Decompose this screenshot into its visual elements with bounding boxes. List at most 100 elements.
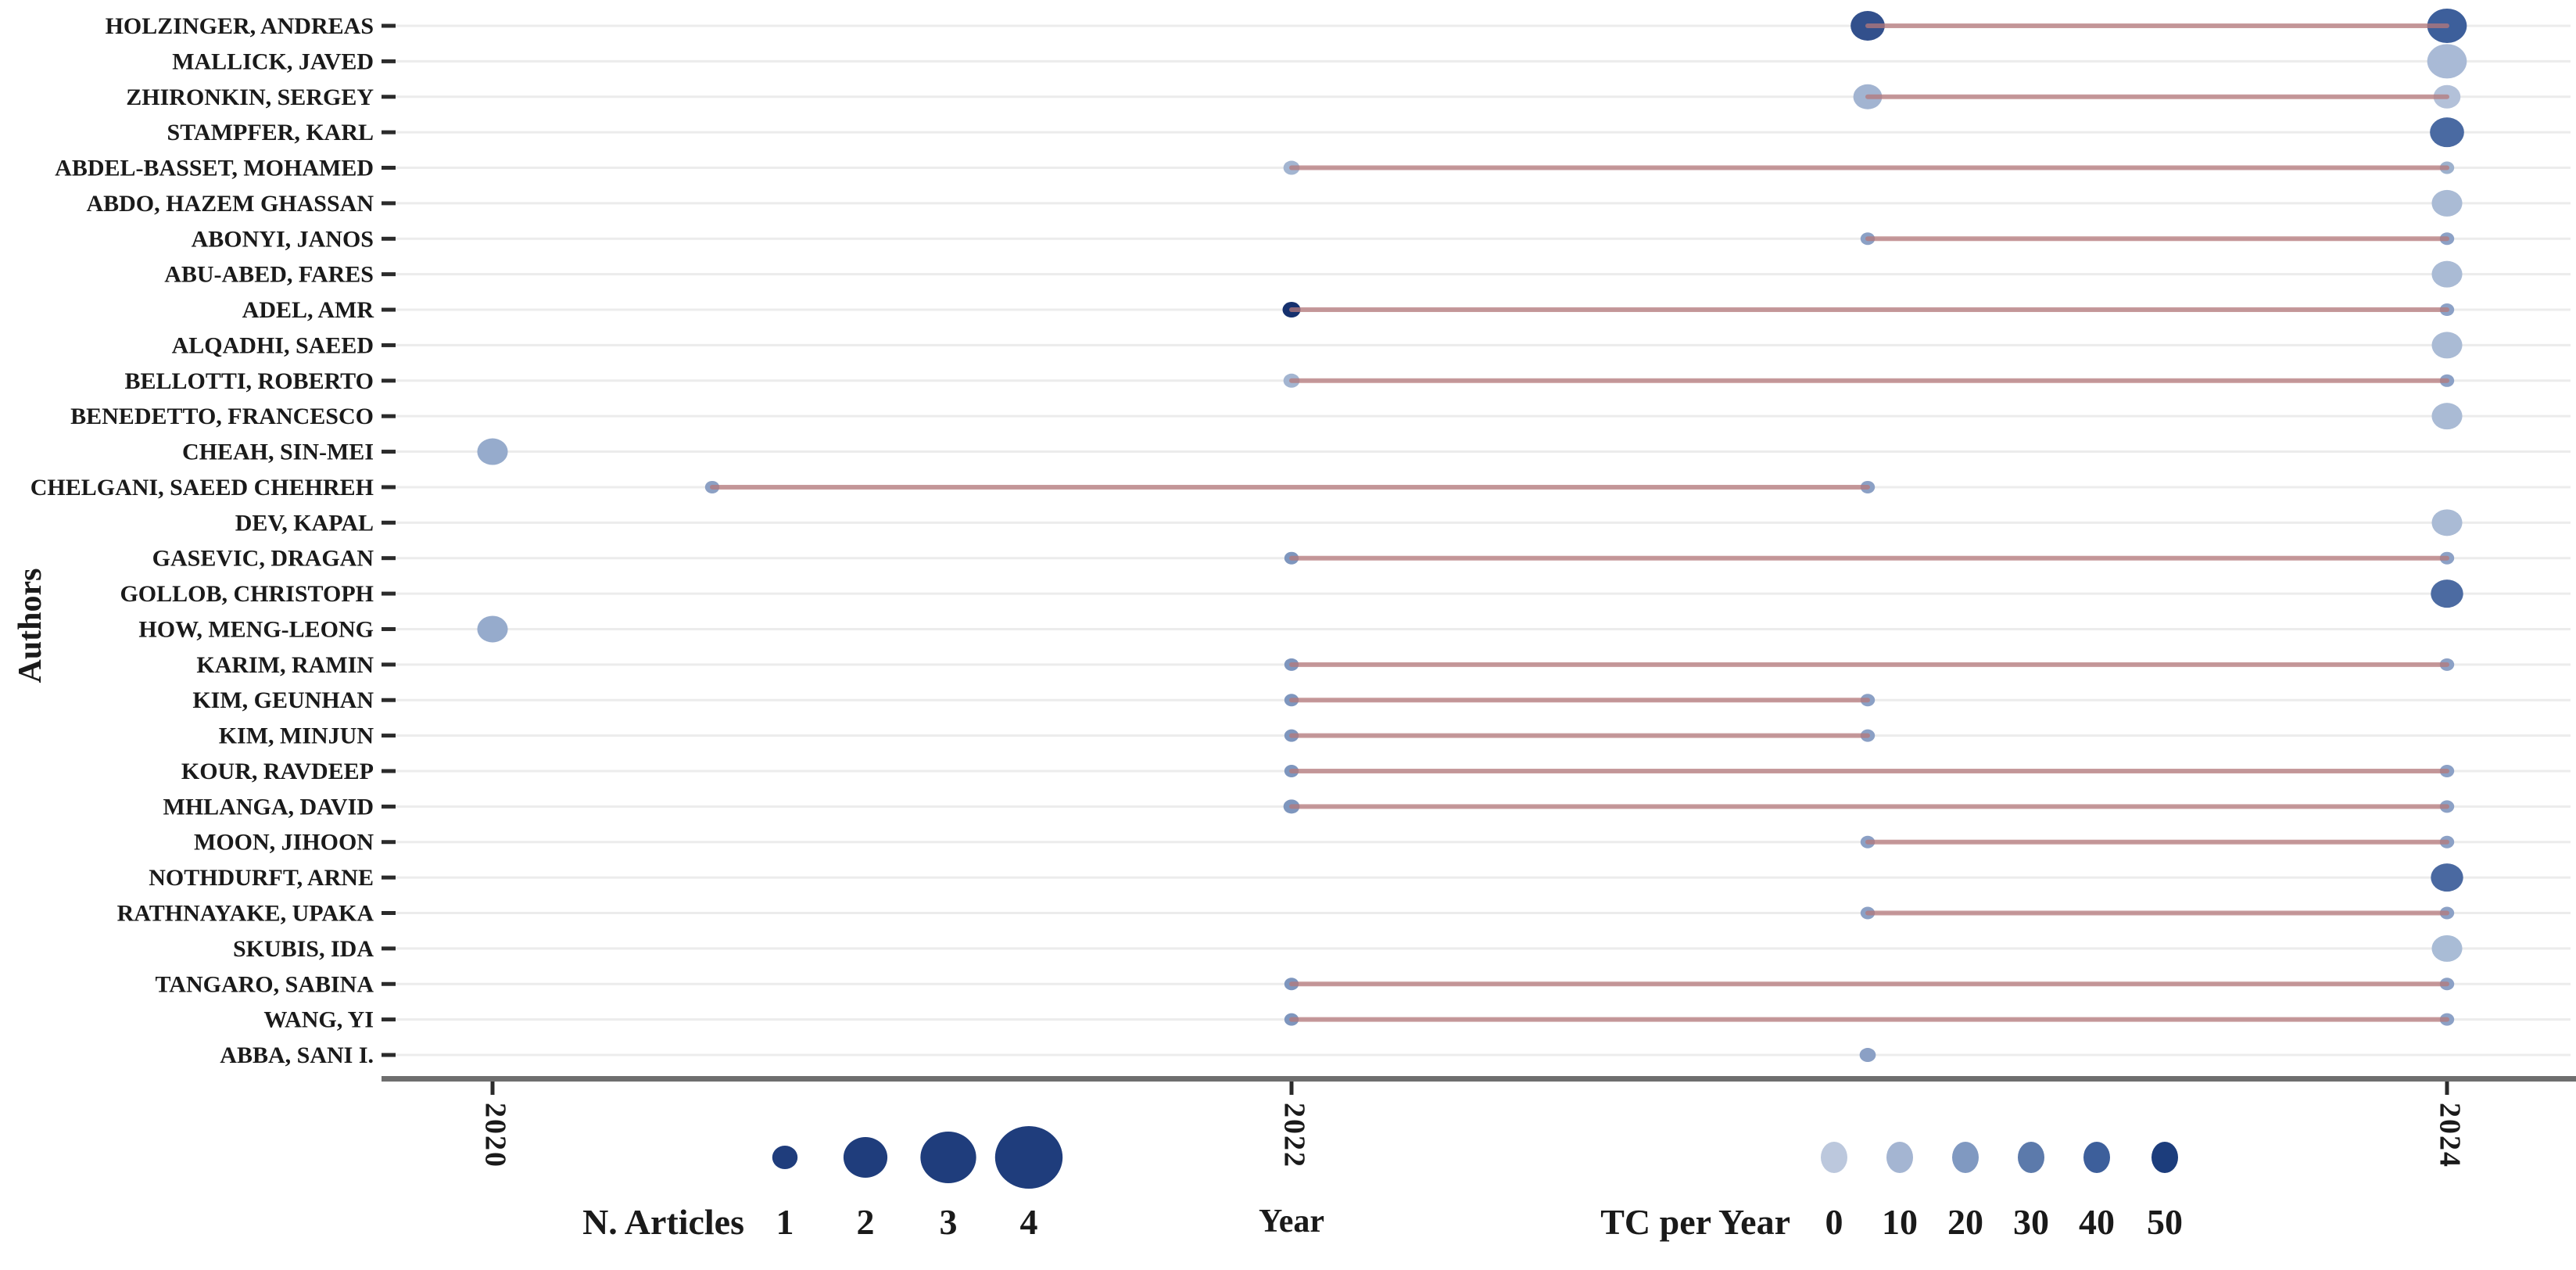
author-label: GOLLOB, CHRISTOPH	[120, 581, 374, 607]
author-label: ADEL, AMR	[242, 297, 374, 323]
y-axis-tick	[382, 591, 396, 596]
y-axis-tick	[382, 95, 396, 99]
color-legend-dot	[2083, 1142, 2110, 1173]
y-axis-tick	[382, 734, 396, 738]
y-axis-tick	[382, 201, 396, 206]
color-legend-value: 10	[1882, 1202, 1918, 1242]
x-tick-label: 2024	[2433, 1103, 2466, 1168]
data-point	[2431, 189, 2463, 217]
size-legend-dot	[772, 1146, 798, 1169]
size-legend-value: 2	[857, 1202, 875, 1242]
y-axis-tick	[382, 981, 396, 986]
color-legend-dot	[1821, 1142, 1847, 1173]
data-point	[2431, 403, 2463, 430]
size-legend-title: N. Articles	[582, 1202, 744, 1242]
author-label: MALLICK, JAVED	[172, 48, 374, 74]
y-axis-tick	[382, 1017, 396, 1022]
x-tick-label: 2020	[478, 1103, 511, 1168]
data-point	[2431, 260, 2463, 288]
y-axis-tick	[382, 804, 396, 809]
author-label: KIM, GEUNHAN	[192, 687, 374, 713]
author-label: BENEDETTO, FRANCESCO	[70, 404, 374, 429]
author-label: ALQADHI, SAEED	[172, 332, 374, 358]
y-axis-tick	[382, 556, 396, 561]
y-axis-tick	[382, 272, 396, 277]
author-label: SKUBIS, IDA	[233, 936, 374, 962]
author-label: BELLOTTI, ROBERTO	[124, 368, 374, 394]
author-label: DEV, KAPAL	[235, 510, 374, 536]
data-point	[477, 438, 508, 465]
author-label: ABDEL-BASSET, MOHAMED	[55, 156, 374, 181]
data-point	[2431, 863, 2463, 892]
author-label: CHEAH, SIN-MEI	[182, 439, 374, 465]
y-axis-tick	[382, 662, 396, 667]
size-legend-dot	[843, 1137, 888, 1178]
y-axis-tick	[382, 840, 396, 845]
x-tick-label: 2022	[1277, 1103, 1310, 1168]
x-axis-line	[382, 1076, 2576, 1082]
author-label: WANG, YI	[263, 1007, 374, 1033]
y-axis-tick	[382, 378, 396, 383]
y-axis-tick	[382, 946, 396, 951]
y-axis-tick	[382, 130, 396, 135]
author-label: HOLZINGER, ANDREAS	[106, 13, 374, 39]
author-label: TANGARO, SABINA	[156, 971, 374, 997]
author-label: ABBA, SANI I.	[220, 1042, 374, 1068]
color-legend-dot	[1952, 1142, 1979, 1173]
y-axis-tick	[382, 343, 396, 347]
author-label: ABONYI, JANOS	[192, 226, 374, 252]
author-label: MOON, JIHOON	[194, 830, 374, 856]
size-legend-dot	[994, 1126, 1063, 1189]
x-axis-title: Year	[1259, 1204, 1324, 1240]
size-legend-value: 1	[776, 1202, 794, 1242]
y-axis-tick	[382, 1053, 396, 1057]
author-label: RATHNAYAKE, UPAKA	[117, 901, 374, 927]
color-legend-value: 40	[2079, 1202, 2115, 1242]
y-axis-tick	[382, 698, 396, 702]
author-label: NOTHDURFT, ARNE	[149, 865, 374, 891]
data-point	[2430, 117, 2464, 148]
data-point	[2431, 332, 2463, 359]
data-point	[2431, 579, 2463, 608]
y-axis-tick	[382, 236, 396, 241]
author-label: KARIM, RAMIN	[196, 652, 374, 678]
author-label: STAMPFER, KARL	[167, 120, 374, 145]
author-label: MHLANGA, DAVID	[163, 794, 374, 820]
color-legend-dot	[2151, 1142, 2178, 1173]
data-point	[2427, 44, 2467, 79]
y-axis-tick	[382, 59, 396, 63]
y-axis-tick	[382, 485, 396, 490]
y-axis-tick	[382, 769, 396, 773]
y-axis-tick	[382, 307, 396, 312]
y-axis-tick	[382, 23, 396, 28]
author-label: KIM, MINJUN	[219, 723, 374, 749]
color-legend-dot	[2018, 1142, 2044, 1173]
author-label: CHELGANI, SAEED CHEHREH	[30, 475, 374, 500]
data-point	[2431, 509, 2463, 536]
size-legend-value: 4	[1020, 1202, 1038, 1242]
author-label: ABU-ABED, FARES	[164, 262, 374, 288]
color-legend-value: 20	[1947, 1202, 1983, 1242]
y-axis-tick	[382, 875, 396, 880]
color-legend-value: 0	[1825, 1202, 1843, 1242]
y-axis-tick	[382, 911, 396, 915]
size-legend-value: 3	[940, 1202, 958, 1242]
author-label: HOW, MENG-LEONG	[138, 616, 374, 642]
y-axis-tick	[382, 520, 396, 525]
y-axis-tick	[382, 414, 396, 418]
color-legend-dot	[1886, 1142, 1913, 1173]
color-legend-title: TC per Year	[1600, 1202, 1790, 1242]
size-legend-dot	[920, 1132, 976, 1183]
author-label: ZHIRONKIN, SERGEY	[126, 84, 374, 110]
y-axis-title: Authors	[13, 568, 48, 683]
color-legend-value: 30	[2013, 1202, 2049, 1242]
data-point	[2431, 935, 2463, 962]
color-legend-value: 50	[2147, 1202, 2183, 1242]
data-point	[477, 615, 508, 643]
author-label: GASEVIC, DRAGAN	[152, 546, 374, 572]
author-label: ABDO, HAZEM GHASSAN	[86, 191, 374, 217]
data-point	[1859, 1048, 1876, 1063]
y-axis-tick	[382, 626, 396, 631]
y-axis-tick	[382, 450, 396, 454]
